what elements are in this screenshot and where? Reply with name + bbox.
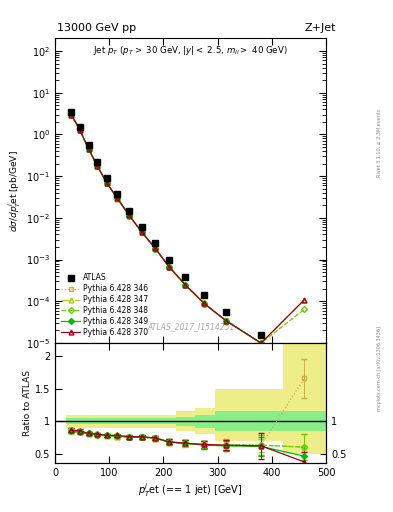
Text: 13000 GeV pp: 13000 GeV pp [57,23,136,33]
Text: Rivet 3.1.10, ≥ 2.3M events: Rivet 3.1.10, ≥ 2.3M events [377,109,382,178]
Legend: ATLAS, Pythia 6.428 346, Pythia 6.428 347, Pythia 6.428 348, Pythia 6.428 349, P: ATLAS, Pythia 6.428 346, Pythia 6.428 34… [59,271,151,339]
Y-axis label: $d\sigma/dp_T^j\!$et [pb/GeV]: $d\sigma/dp_T^j\!$et [pb/GeV] [7,150,23,231]
Text: ATLAS_2017_I1514251: ATLAS_2017_I1514251 [147,322,234,331]
X-axis label: $p_T^j$et (== 1 jet) [GeV]: $p_T^j$et (== 1 jet) [GeV] [138,481,243,499]
Text: Z+Jet: Z+Jet [305,23,336,33]
Y-axis label: Ratio to ATLAS: Ratio to ATLAS [23,370,32,436]
Text: mcplots.cern.ch [arXiv:1306.3436]: mcplots.cern.ch [arXiv:1306.3436] [377,326,382,411]
Text: Jet $p_T$ ($p_T>$ 30 GeV, $|y|<$ 2.5, $m_{ll}>$ 40 GeV): Jet $p_T$ ($p_T>$ 30 GeV, $|y|<$ 2.5, $m… [93,45,288,57]
